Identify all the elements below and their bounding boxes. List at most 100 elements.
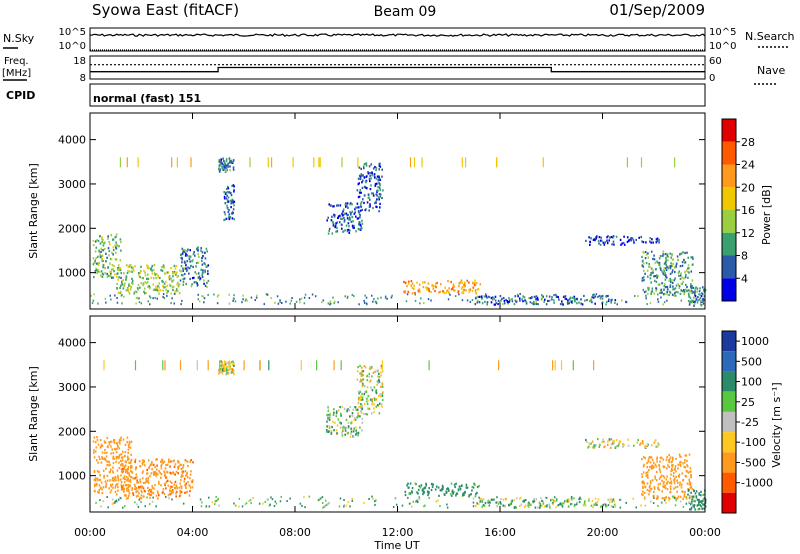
power-point <box>223 195 226 198</box>
velocity-point <box>546 504 549 507</box>
power-point <box>371 172 373 175</box>
velocity-point <box>177 467 179 470</box>
power-point <box>511 298 513 301</box>
velocity-point <box>327 414 329 418</box>
power-point <box>90 294 92 297</box>
velocity-point <box>381 394 384 397</box>
power-point <box>146 264 148 267</box>
power-point <box>155 276 157 280</box>
velocity-point <box>378 378 380 381</box>
power-point <box>479 283 482 286</box>
power-point <box>418 288 421 291</box>
power-point <box>138 297 140 300</box>
power-point <box>702 301 704 304</box>
velocity-point <box>414 482 417 485</box>
velocity-point <box>129 461 132 465</box>
power-point <box>573 295 576 298</box>
power-point <box>344 295 346 298</box>
velocity-point <box>120 481 123 484</box>
velocity-point <box>180 475 183 479</box>
velocity-point <box>178 465 180 468</box>
power-point <box>386 297 388 300</box>
power-point <box>619 238 622 241</box>
velocity-point <box>394 497 397 500</box>
power-point <box>570 300 573 303</box>
velocity-point <box>136 480 138 484</box>
power-point <box>698 290 701 293</box>
velocity-point <box>418 497 421 500</box>
power-point <box>358 166 361 169</box>
power-point <box>662 270 665 273</box>
nsky-label: N.Sky <box>3 32 35 45</box>
power-point <box>188 267 191 270</box>
power-point <box>354 206 357 209</box>
velocity-point <box>180 474 183 477</box>
power-point <box>197 272 200 275</box>
power-point <box>365 179 368 182</box>
velocity-point <box>127 444 130 447</box>
power-point <box>363 186 366 189</box>
velocity-point <box>361 398 364 401</box>
power-point <box>650 241 652 244</box>
velocity-point <box>227 371 230 374</box>
power-streak <box>357 157 359 168</box>
velocity-point <box>180 479 182 482</box>
power-point <box>127 265 130 268</box>
velocity-point <box>440 489 443 492</box>
power-point <box>688 271 690 274</box>
power-point <box>156 287 158 290</box>
power-point <box>357 206 360 209</box>
power-point <box>337 216 339 220</box>
power-point <box>128 284 130 287</box>
velocity-point <box>668 460 670 464</box>
velocity-point <box>125 461 127 464</box>
power-streak <box>313 157 315 168</box>
velocity-point <box>658 488 661 491</box>
velocity-point <box>139 496 141 499</box>
velocity-point <box>147 479 149 482</box>
power-point <box>201 259 203 263</box>
power-point <box>194 254 196 257</box>
power-point <box>196 282 198 285</box>
power-point <box>362 165 365 168</box>
velocity-point <box>113 448 116 451</box>
power-point <box>453 285 456 288</box>
velocity-y-tick-label: 4000 <box>58 337 86 350</box>
velocity-point <box>652 502 655 505</box>
power-point <box>642 241 645 244</box>
power-point <box>327 232 330 235</box>
velocity-point <box>636 441 639 444</box>
power-point <box>200 247 202 250</box>
power-point <box>668 279 670 282</box>
power-colorbar-swatch <box>722 141 736 165</box>
power-point <box>218 160 221 163</box>
velocity-point <box>141 486 144 489</box>
power-point <box>276 295 279 298</box>
power-point <box>458 293 460 296</box>
velocity-point <box>120 453 123 456</box>
velocity-point <box>175 490 178 493</box>
power-point <box>192 258 194 262</box>
velocity-point <box>93 470 96 473</box>
velocity-point <box>360 380 363 383</box>
power-point <box>419 290 421 293</box>
velocity-point <box>144 464 146 467</box>
power-point <box>666 253 669 256</box>
power-point <box>224 202 227 205</box>
power-point <box>677 258 679 262</box>
nave-tick-top: 60 <box>709 56 722 67</box>
velocity-point <box>455 494 457 497</box>
velocity-point <box>169 471 171 474</box>
velocity-point <box>472 505 475 508</box>
power-point <box>218 159 221 162</box>
velocity-point <box>105 467 107 470</box>
power-point <box>144 274 147 277</box>
power-point <box>474 289 477 292</box>
velocity-point <box>502 498 505 501</box>
velocity-point <box>371 375 373 378</box>
velocity-point <box>417 492 419 495</box>
velocity-point <box>669 477 672 480</box>
power-point <box>353 226 355 229</box>
velocity-point <box>103 476 105 479</box>
velocity-point <box>360 372 363 375</box>
